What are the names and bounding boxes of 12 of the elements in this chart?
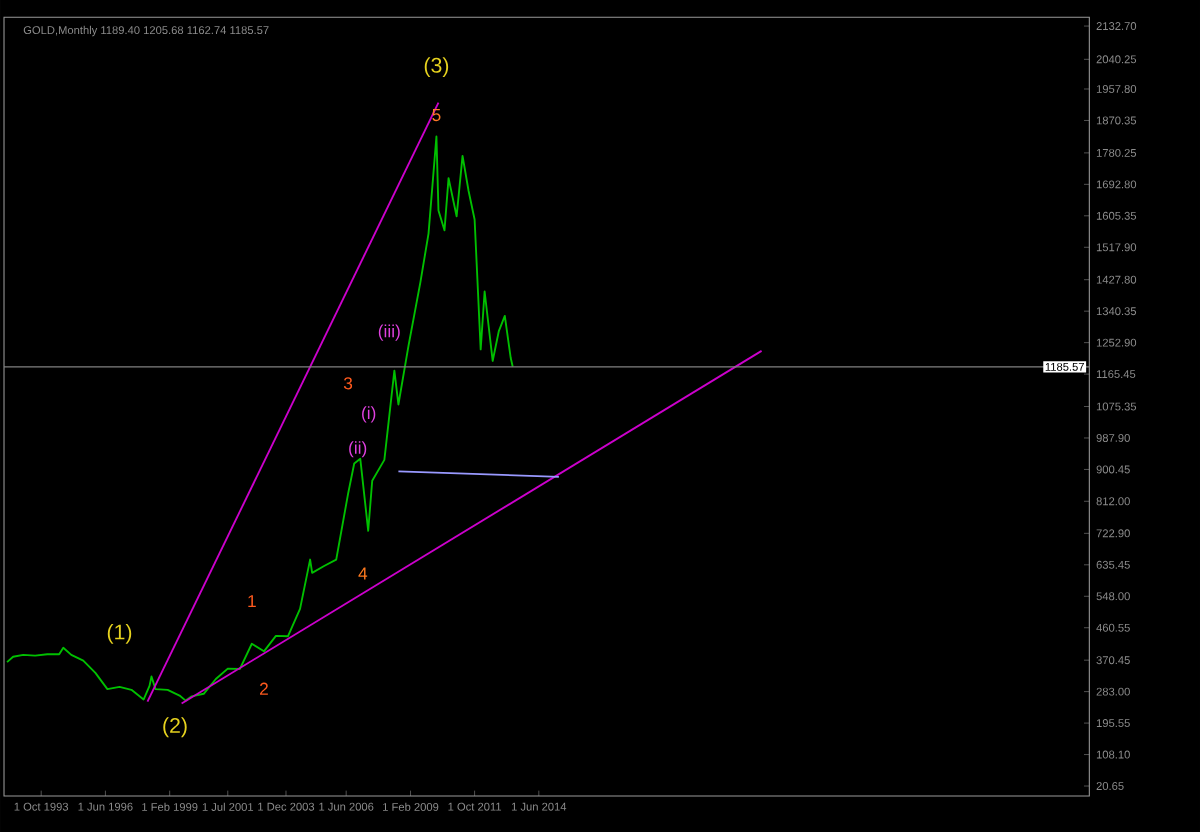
annotation: (1) bbox=[107, 623, 132, 644]
annotation: 5 bbox=[432, 109, 441, 122]
annotation: (2) bbox=[163, 717, 187, 738]
annotation: 3 bbox=[343, 377, 353, 390]
annotation: (iii) bbox=[378, 324, 400, 341]
line-series bbox=[6, 135, 514, 702]
annotation: 2 bbox=[260, 682, 268, 695]
annotation: (ii) bbox=[349, 441, 367, 458]
annotation: 4 bbox=[358, 567, 368, 580]
annotation: (i) bbox=[362, 406, 376, 423]
annotation: 1 bbox=[248, 595, 256, 608]
annotation: (3) bbox=[424, 57, 449, 78]
